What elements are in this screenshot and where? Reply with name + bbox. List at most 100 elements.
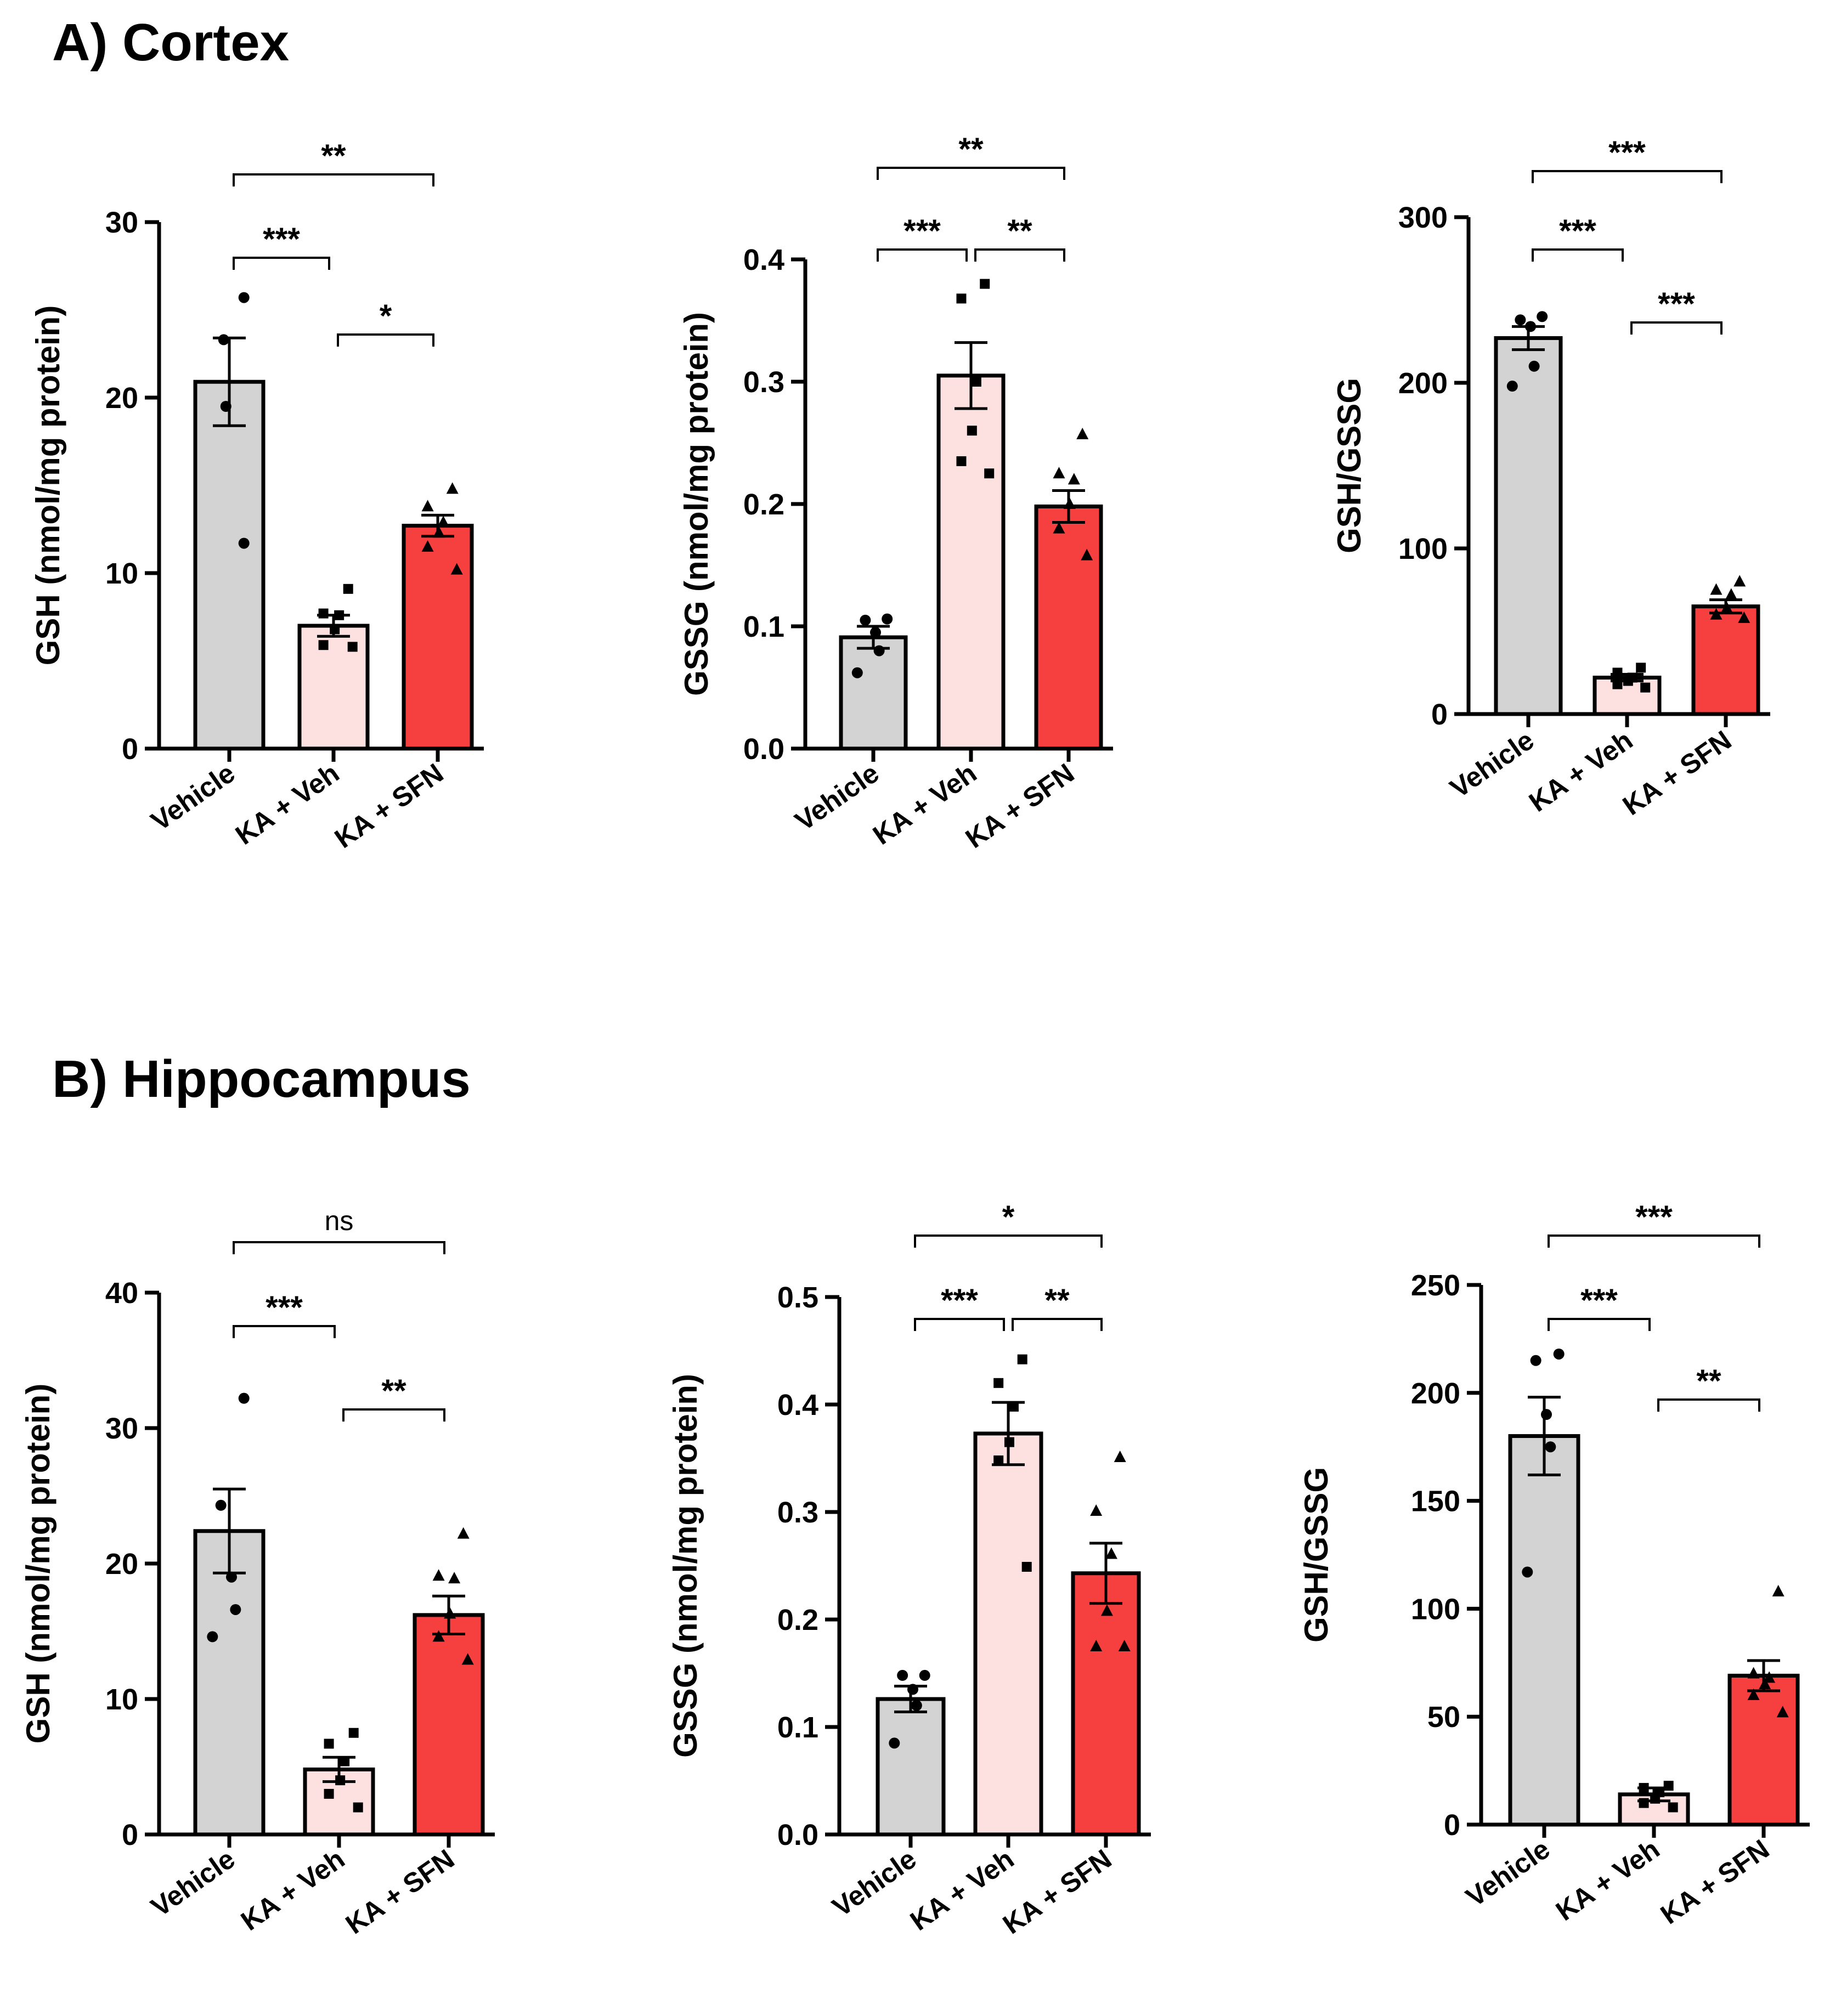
data-point bbox=[353, 1802, 363, 1813]
bar-1 bbox=[1494, 336, 1563, 716]
significance-bracket bbox=[233, 1325, 336, 1338]
significance-bracket bbox=[1548, 1234, 1760, 1248]
significance-bracket bbox=[914, 1318, 1005, 1331]
significance-bracket bbox=[1012, 1318, 1103, 1331]
y-axis-label: GSSG (nmol/mg protein) bbox=[678, 312, 715, 696]
significance-label: *** bbox=[1580, 1283, 1618, 1318]
data-point bbox=[432, 1569, 445, 1581]
data-point bbox=[1720, 601, 1733, 613]
data-point bbox=[1537, 311, 1548, 322]
significance-bracket bbox=[233, 173, 434, 186]
data-point bbox=[1063, 497, 1076, 509]
data-point bbox=[421, 500, 434, 512]
data-point bbox=[1776, 1706, 1789, 1718]
y-tick-label: 0 bbox=[122, 733, 138, 766]
data-point bbox=[956, 456, 967, 466]
significance-bracket bbox=[1532, 248, 1624, 262]
charts-layer: 0 10 20 30 GSH (nmol/mg protein) Vehicle KA + … bbox=[20, 132, 1810, 1940]
significance-bracket bbox=[233, 257, 330, 270]
data-point bbox=[421, 540, 434, 552]
data-point bbox=[1515, 314, 1526, 326]
y-tick-label: 30 bbox=[105, 1412, 138, 1445]
significance-bracket bbox=[337, 333, 434, 347]
data-point bbox=[993, 1378, 1004, 1388]
data-point bbox=[220, 401, 231, 412]
bar-3 bbox=[413, 1613, 485, 1837]
data-point bbox=[967, 426, 977, 436]
data-point bbox=[444, 1607, 456, 1619]
data-point bbox=[324, 1788, 334, 1799]
y-tick-label: 0.2 bbox=[743, 488, 784, 521]
y-tick-label: 20 bbox=[105, 382, 138, 415]
data-point bbox=[1639, 1798, 1649, 1808]
data-point bbox=[1081, 548, 1093, 560]
data-point bbox=[1640, 682, 1651, 693]
significance-bracket bbox=[1548, 1318, 1651, 1331]
data-point bbox=[1105, 1547, 1117, 1559]
data-point bbox=[450, 563, 463, 575]
data-point bbox=[1017, 1354, 1027, 1364]
category-label: Vehicle bbox=[1460, 1833, 1555, 1913]
data-point bbox=[1663, 1781, 1674, 1791]
data-point bbox=[1090, 1640, 1103, 1651]
y-tick-label: 0.5 bbox=[777, 1281, 818, 1314]
significance-label: * bbox=[1002, 1199, 1015, 1235]
significance-bracket bbox=[877, 248, 968, 262]
data-point bbox=[207, 1631, 218, 1643]
data-point bbox=[1530, 1355, 1541, 1366]
data-point bbox=[1118, 1640, 1131, 1651]
significance-bracket bbox=[1630, 321, 1723, 335]
data-point bbox=[238, 537, 250, 549]
data-point bbox=[873, 645, 885, 656]
data-point bbox=[1747, 1688, 1760, 1700]
y-axis-label: GSH (nmol/mg protein) bbox=[20, 1384, 57, 1744]
significance-label: ns bbox=[325, 1205, 354, 1236]
category-label: Vehicle bbox=[145, 757, 240, 837]
y-tick-label: 10 bbox=[105, 1683, 138, 1716]
data-point bbox=[446, 482, 459, 494]
category-label: KA + SFN bbox=[329, 757, 449, 854]
significance-label: * bbox=[380, 298, 392, 334]
data-point bbox=[1076, 427, 1089, 439]
category-label: KA + SFN bbox=[1617, 724, 1737, 821]
panel-title-hippocampus: B) Hippocampus bbox=[52, 1050, 471, 1108]
data-point bbox=[1114, 1451, 1126, 1463]
data-point bbox=[340, 1756, 350, 1766]
y-tick-label: 0 bbox=[1444, 1809, 1460, 1842]
data-point bbox=[1506, 381, 1518, 392]
data-point bbox=[330, 624, 340, 635]
significance-label: ** bbox=[381, 1373, 406, 1409]
category-label: KA + SFN bbox=[1655, 1833, 1775, 1930]
significance-bracket bbox=[1657, 1398, 1760, 1412]
significance-label: *** bbox=[263, 222, 300, 257]
data-point bbox=[851, 667, 863, 678]
y-tick-label: 50 bbox=[1427, 1701, 1460, 1734]
y-tick-label: 100 bbox=[1398, 533, 1448, 565]
data-point bbox=[1528, 360, 1540, 372]
data-point bbox=[433, 526, 445, 538]
data-point bbox=[238, 1392, 250, 1404]
significance-label: *** bbox=[1658, 286, 1695, 322]
significance-label: *** bbox=[1559, 213, 1596, 249]
data-point bbox=[343, 584, 353, 594]
data-point bbox=[897, 1669, 908, 1681]
significance-bracket bbox=[233, 1241, 445, 1254]
data-point bbox=[1733, 575, 1746, 587]
data-point bbox=[324, 1738, 334, 1749]
data-point bbox=[238, 292, 250, 303]
category-label: KA + Veh bbox=[1523, 724, 1638, 818]
data-point bbox=[347, 642, 358, 652]
significance-bracket bbox=[342, 1408, 445, 1422]
data-point bbox=[461, 1653, 474, 1665]
data-point bbox=[1639, 1783, 1649, 1793]
significance-label: *** bbox=[941, 1283, 978, 1318]
significance-label: ** bbox=[958, 132, 984, 167]
bar-1 bbox=[876, 1697, 946, 1837]
data-point bbox=[889, 1737, 900, 1749]
data-point bbox=[437, 516, 450, 528]
data-point bbox=[348, 1728, 359, 1738]
data-point bbox=[335, 1775, 346, 1786]
